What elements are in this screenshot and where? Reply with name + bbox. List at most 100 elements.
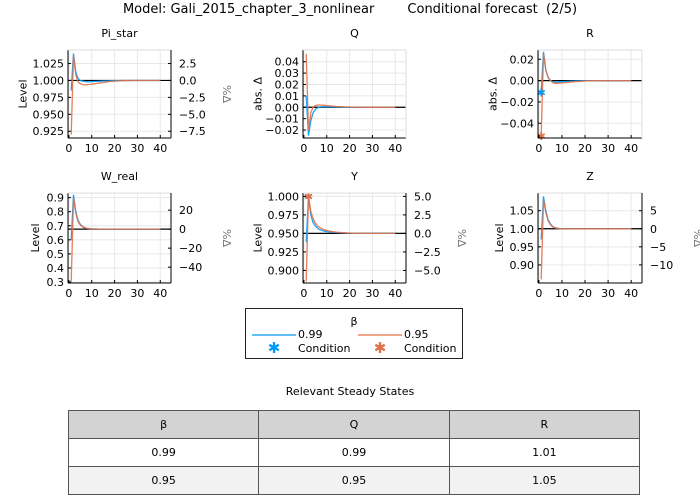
y-tick-label: 0.6 xyxy=(47,234,65,247)
x-tick-label: 10 xyxy=(320,142,334,155)
y-right-tick-label: −40 xyxy=(179,261,202,274)
x-tick-label: 20 xyxy=(343,142,357,155)
table-cell: 0.99 xyxy=(258,438,450,467)
y-right-axis-label: %Δ xyxy=(691,229,700,247)
y-tick-label: 1.025 xyxy=(33,58,65,71)
legend-label-0-99: 0.99 xyxy=(298,328,323,341)
y-tick-label: 0.5 xyxy=(47,248,65,261)
x-tick-label: 40 xyxy=(153,287,167,300)
x-tick-label: 0 xyxy=(535,287,542,300)
subplot-title: Z xyxy=(586,170,594,183)
x-tick-label: 20 xyxy=(108,142,122,155)
y-tick-label: 0.03 xyxy=(275,67,300,80)
x-tick-label: 0 xyxy=(300,142,307,155)
series-line-0-95 xyxy=(305,196,396,282)
y-right-tick-label: 2.5 xyxy=(179,58,197,71)
subplot-title: Y xyxy=(350,170,358,183)
y-right-axis-label: %Δ xyxy=(455,229,468,247)
table-cell: 1.05 xyxy=(448,466,641,495)
table-cell: 0.99 xyxy=(67,438,260,467)
series-line-0-95 xyxy=(305,53,396,131)
x-tick-label: 0 xyxy=(65,287,72,300)
x-tick-label: 40 xyxy=(624,142,638,155)
y-tick-label: 0.01 xyxy=(275,90,300,103)
y-axis-label: Level xyxy=(493,223,506,252)
y-right-tick-label: −5.0 xyxy=(414,264,441,277)
y-right-tick-label: 5.0 xyxy=(414,190,432,203)
y-right-axis-label: %Δ xyxy=(220,229,233,247)
legend-condition-0-95: Condition xyxy=(404,342,457,355)
series-line-0-99 xyxy=(305,196,396,243)
header-q: Q xyxy=(258,410,450,439)
y-tick-label: 0.95 xyxy=(510,241,535,254)
subplot-z: Z 0 10 20 30 40 0.90 0.95 1.00 1.05 −10 −5 0 5 %Δ Level xyxy=(493,170,700,300)
y-tick-label: 0.00 xyxy=(275,101,300,114)
subplot-title: W_real xyxy=(101,170,138,183)
x-tick-label: 0 xyxy=(535,142,542,155)
y-tick-label: 0.3 xyxy=(47,276,65,289)
series-line-0-99 xyxy=(70,194,161,240)
header-r: R xyxy=(448,410,641,439)
subplot-title: Q xyxy=(350,27,359,40)
x-tick-label: 10 xyxy=(85,287,99,300)
star-icon: ✱ xyxy=(268,339,281,357)
y-right-tick-label: 5 xyxy=(650,205,657,218)
y-right-tick-label: −2.5 xyxy=(179,91,206,104)
y-right-tick-label: −5 xyxy=(650,241,666,254)
y-right-tick-label: 0.0 xyxy=(179,74,197,87)
main-title: Model: Gali_2015_chapter_3_nonlinear Con… xyxy=(122,2,578,17)
y-right-tick-label: −2.5 xyxy=(414,246,441,259)
x-tick-label: 10 xyxy=(555,142,569,155)
y-tick-label: 0.02 xyxy=(275,78,300,91)
condition-marker: ✱ xyxy=(537,86,546,99)
y-axis-label: Level xyxy=(29,223,42,252)
series-line-0-99 xyxy=(540,51,632,93)
x-tick-label: 30 xyxy=(601,142,615,155)
y-tick-label: 0.02 xyxy=(510,53,535,66)
table-cell: 1.01 xyxy=(448,438,641,467)
y-right-tick-label: 2.5 xyxy=(414,209,432,222)
x-tick-label: 40 xyxy=(624,287,638,300)
x-tick-label: 30 xyxy=(365,142,379,155)
condition-marker: ✱ xyxy=(304,190,313,203)
y-right-tick-label: 0.0 xyxy=(414,227,432,240)
y-right-tick-label: 20 xyxy=(179,204,193,217)
y-axis-label: Level xyxy=(17,79,30,108)
x-tick-label: 40 xyxy=(153,142,167,155)
table-header-row: β Q R xyxy=(67,410,641,439)
legend-condition-0-99: Condition xyxy=(298,342,351,355)
y-right-axis-label: %Δ xyxy=(220,85,233,103)
legend: β ✱ 0.99 Condition ✱ 0.95 Condition xyxy=(245,308,463,359)
y-tick-label: 0.975 xyxy=(33,91,65,104)
y-tick-label: 0.00 xyxy=(510,75,535,88)
table-title: Relevant Steady States xyxy=(285,385,415,398)
y-tick-label: 0.4 xyxy=(47,262,65,275)
y-tick-label: 1.000 xyxy=(268,190,300,203)
header-beta: β xyxy=(67,410,260,439)
y-tick-label: −0.02 xyxy=(265,124,299,137)
y-tick-label: 1.00 xyxy=(510,223,535,236)
y-tick-label: −0.02 xyxy=(500,96,534,109)
x-tick-label: 30 xyxy=(365,287,379,300)
y-tick-label: 0.950 xyxy=(33,108,65,121)
y-tick-label: 0.8 xyxy=(47,206,65,219)
x-tick-label: 20 xyxy=(578,287,592,300)
series-line-0-95 xyxy=(70,55,161,135)
condition-marker: ✱ xyxy=(537,130,546,143)
table-cell: 0.95 xyxy=(67,466,260,495)
subplot-title: R xyxy=(586,27,594,40)
x-tick-label: 40 xyxy=(388,142,402,155)
x-tick-label: 30 xyxy=(130,287,144,300)
x-tick-label: 20 xyxy=(578,142,592,155)
y-axis-label: abs. Δ xyxy=(252,77,265,111)
y-right-tick-label: 0 xyxy=(650,223,657,236)
y-right-tick-label: 0 xyxy=(179,223,186,236)
subplot-pi-star: Pi_star 0 10 20 30 40 0.925 0.950 0.975 1.000 1.02… xyxy=(17,27,234,155)
subplot-w-real: W_real 0 10 20 30 40 0.30.40.50.60.70.80.9 −40 −… xyxy=(29,170,233,300)
legend-marks-0: ✱ xyxy=(252,334,296,357)
subplot-title: Pi_star xyxy=(101,27,138,40)
y-tick-label: 0.925 xyxy=(268,246,300,259)
x-tick-label: 10 xyxy=(555,287,569,300)
legend-marks-1: ✱ xyxy=(358,334,402,357)
